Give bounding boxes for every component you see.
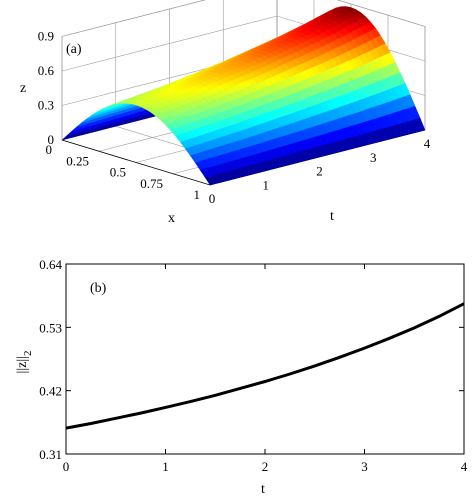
surface-x-tick-label: 0 (46, 142, 53, 157)
surface-z-axis-label: z (20, 81, 26, 96)
line-x-tick-label: 4 (461, 459, 468, 474)
surface-z-tick-label: 0.6 (38, 63, 55, 78)
line-y-axis-label-main: ||z|| (15, 356, 30, 373)
surface-z-gridline (61, 0, 426, 37)
surface-z-tick-label: 0.9 (38, 29, 54, 44)
line-y-tick-label: 0.64 (39, 257, 62, 272)
surface-t-tick-label: 4 (424, 136, 431, 151)
surface-x-axis-label: x (168, 211, 175, 226)
surface-panel-label: (a) (66, 42, 82, 57)
surface-t-tick-label: 3 (370, 150, 377, 165)
line-axis-ticks: 0 1 2 3 4 0.31 0.42 0.53 0.64 (39, 257, 468, 474)
surface-x-tick-label: 0.25 (66, 153, 89, 168)
surface-z-tick-label: 0 (48, 132, 55, 147)
surface-mesh (61, 6, 426, 186)
surface-x-tick-label: 0.5 (110, 165, 126, 180)
surface-t-axis-label: t (330, 209, 334, 224)
line-panel-label: (b) (90, 281, 107, 296)
surface-patch (204, 175, 216, 186)
line-y-tick-label: 0.42 (39, 384, 62, 399)
line-plot-frame (65, 263, 465, 455)
line-x-axis-label: t (261, 482, 265, 497)
line-x-tick-label: 2 (262, 459, 269, 474)
line-y-tick-label: 0.53 (39, 320, 62, 335)
surface-t-tick-label: 2 (316, 164, 323, 179)
line-x-tick-label: 3 (361, 459, 368, 474)
surface-t-tick-label: 1 (263, 177, 270, 192)
surface-x-tick-label: 1 (194, 187, 201, 202)
norm-series-line (65, 302, 465, 430)
line-y-tick-label: 0.31 (39, 447, 62, 462)
line-y-axis-label-group: ||z||2 (15, 351, 34, 374)
line-x-tick-label: 1 (162, 459, 169, 474)
line-y-axis-label: ||z||2 (15, 351, 34, 374)
surface-x-tick-label: 0.75 (140, 176, 163, 191)
line-y-axis-label-subscript: 2 (22, 351, 34, 357)
surface-t-tick-label: 0 (209, 191, 216, 206)
surface-z-tick-label: 0.3 (38, 98, 54, 113)
line-x-tick-label: 0 (63, 459, 70, 474)
line-panel: 0 1 2 3 40.310.420.530.64 (b) t ||z||2 (15, 257, 468, 497)
